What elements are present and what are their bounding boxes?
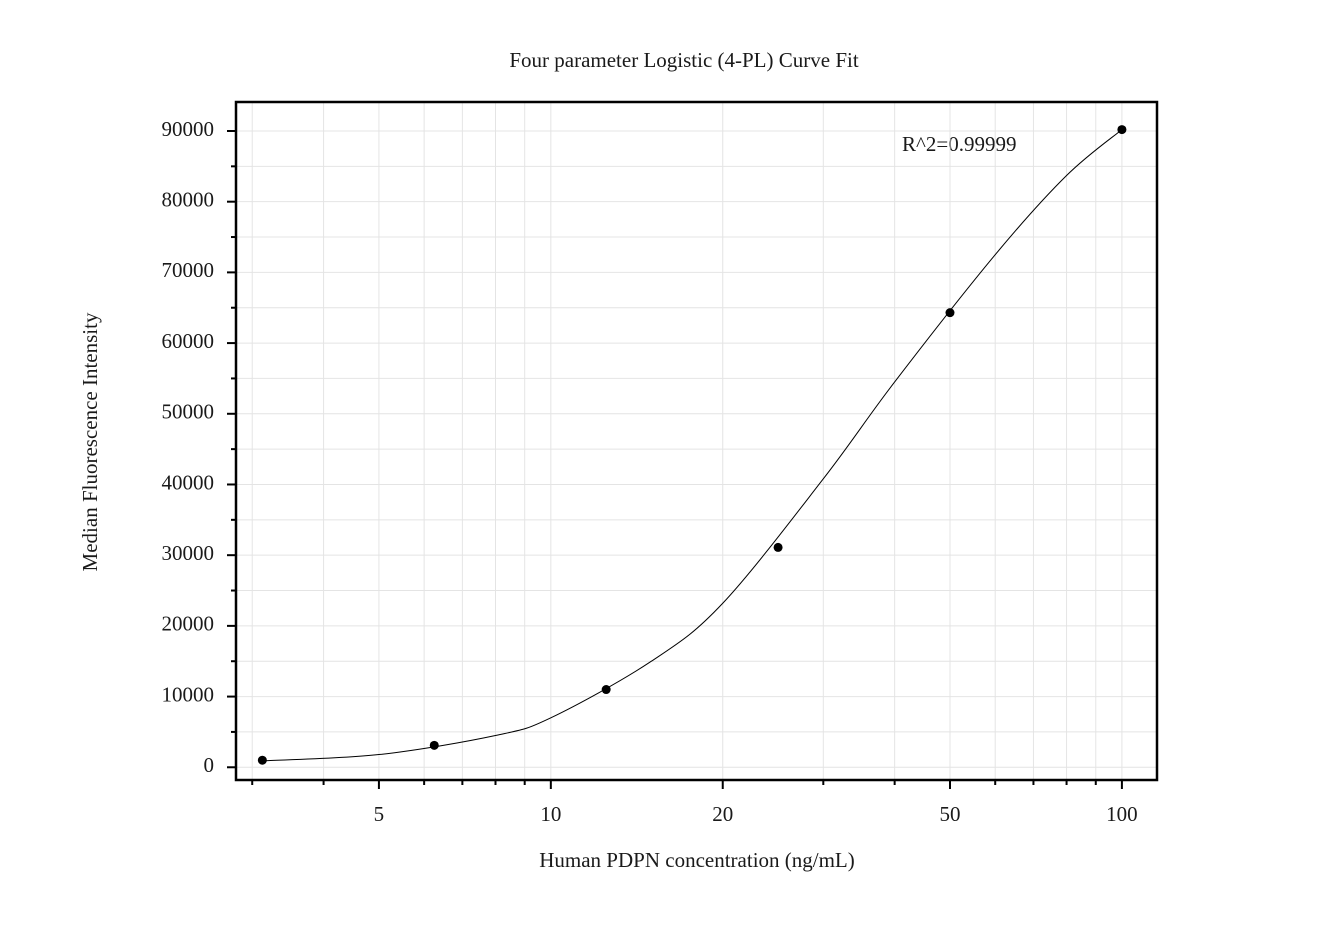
x-tick-label: 10: [540, 802, 561, 826]
y-tick-label: 20000: [162, 612, 215, 636]
x-tick-label: 20: [712, 802, 733, 826]
data-point: [773, 542, 783, 552]
y-tick-label: 70000: [162, 258, 215, 282]
x-tick-label: 5: [374, 802, 385, 826]
data-point: [945, 308, 955, 318]
annotation: R^2=0.99999: [902, 132, 1016, 156]
y-tick-label: 90000: [162, 117, 215, 141]
x-axis-label: Human PDPN concentration (ng/mL): [539, 848, 855, 872]
data-point: [257, 755, 267, 765]
y-tick-label: 10000: [162, 682, 215, 706]
y-tick-label: 30000: [162, 541, 215, 565]
data-point: [429, 740, 439, 750]
x-tick-label: 100: [1106, 802, 1138, 826]
y-tick-label: 50000: [162, 400, 215, 424]
plot-frame: [234, 100, 1159, 782]
chart-title: Four parameter Logistic (4-PL) Curve Fit: [509, 48, 859, 72]
y-tick-label: 80000: [162, 187, 215, 211]
y-tick-label: 60000: [162, 329, 215, 353]
fit-curve: [262, 129, 1123, 762]
y-tick-label: 0: [204, 753, 215, 777]
x-tick-label: 50: [939, 802, 960, 826]
y-tick-label: 40000: [162, 470, 215, 494]
y-axis-label: Median Fluorescence Intensity: [78, 312, 102, 571]
